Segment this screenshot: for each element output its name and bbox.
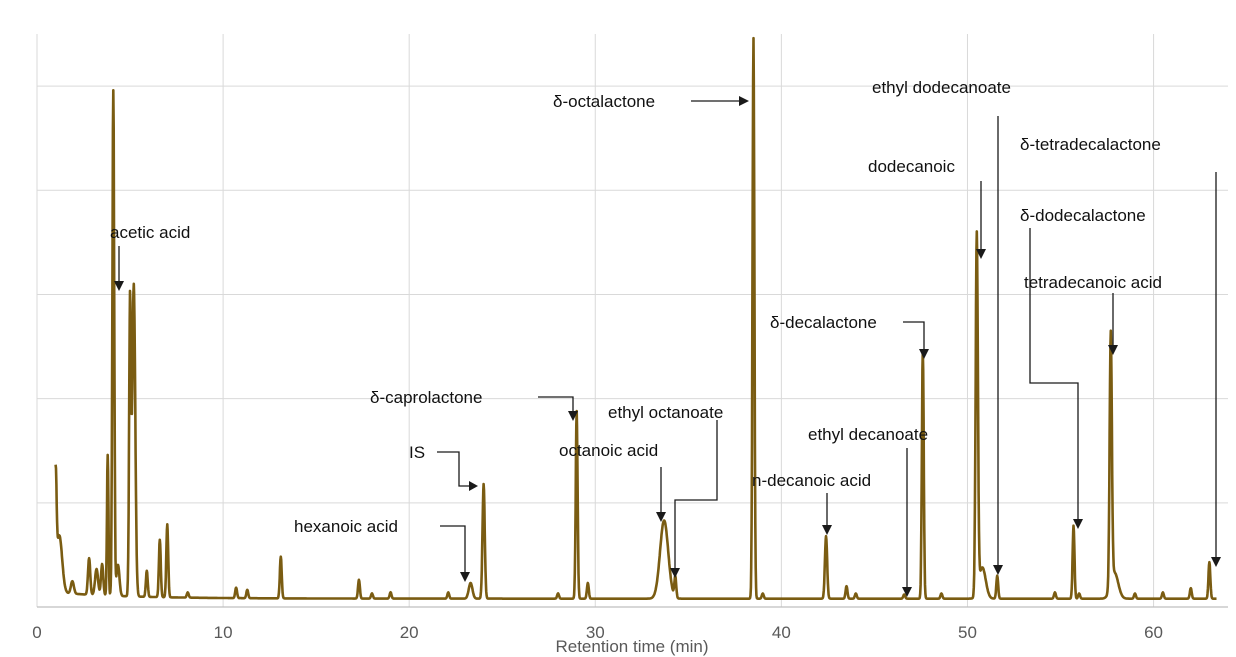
label-ethyl-dodecanoate: ethyl dodecanoate (872, 78, 1011, 97)
x-tick-label: 20 (400, 623, 419, 642)
label-is: IS (409, 443, 425, 462)
arrowhead-dodecanoic (976, 249, 986, 259)
label-octanoic-acid: octanoic acid (559, 441, 658, 460)
label-hexanoic-acid: hexanoic acid (294, 517, 398, 536)
label-dodecalactone: δ-dodecalactone (1020, 206, 1146, 225)
label-n-decanoic-acid: n-decanoic acid (752, 471, 871, 490)
arrowhead-acetic-acid (114, 281, 124, 291)
label-acetic-acid: acetic acid (110, 223, 190, 242)
label-ethyl-octanoate: ethyl octanoate (608, 403, 723, 422)
leader-ethyl-octanoate (674, 420, 718, 573)
arrowhead-dodecalactone (1073, 519, 1083, 529)
leader-dodecalactone (1029, 228, 1079, 524)
arrowhead-tetradecanoic-acid (1108, 345, 1118, 355)
chromatogram-trace (54, 36, 1218, 600)
leader-hexanoic-acid (440, 525, 466, 577)
grid-layer (36, 34, 1228, 608)
arrowhead-tetradecalactone (1211, 557, 1221, 567)
label-dodecanoic: dodecanoic (868, 157, 955, 176)
label-ethyl-decanoate: ethyl decanoate (808, 425, 928, 444)
x-axis-label: Retention time (min) (555, 637, 708, 656)
arrowhead-ethyl-octanoate (670, 568, 680, 578)
peak-annotations: acetic acid hexanoic acid IS δ-caprolact… (110, 78, 1221, 597)
arrowhead-ethyl-decanoate (902, 587, 912, 597)
x-tick-label: 0 (32, 623, 41, 642)
label-octalactone: δ-octalactone (553, 92, 655, 111)
label-tetradecalactone: δ-tetradecalactone (1020, 135, 1161, 154)
label-tetradecanoic-acid: tetradecanoic acid (1024, 273, 1162, 292)
arrowhead-n-decanoic-acid (822, 525, 832, 535)
label-decalactone: δ-decalactone (770, 313, 877, 332)
leader-is (437, 451, 473, 487)
x-tick-label: 30 (586, 623, 605, 642)
x-tick-label: 50 (958, 623, 977, 642)
label-caprolactone: δ-caprolactone (370, 388, 482, 407)
x-tick-label: 60 (1144, 623, 1163, 642)
arrowhead-octalactone (739, 96, 749, 106)
arrowhead-ethyl-dodecanoate (993, 565, 1003, 575)
x-tick-label: 40 (772, 623, 791, 642)
x-tick-label: 10 (214, 623, 233, 642)
arrowhead-is (469, 481, 478, 491)
leader-caprolactone (538, 396, 574, 416)
arrowhead-hexanoic-acid (460, 572, 470, 582)
x-tick-labels: 0 10 20 30 40 50 60 (32, 623, 1163, 642)
leader-decalactone (903, 321, 925, 354)
arrowhead-decalactone (919, 349, 929, 359)
arrowhead-caprolactone (568, 411, 578, 421)
arrowhead-octanoic-acid (656, 512, 666, 522)
